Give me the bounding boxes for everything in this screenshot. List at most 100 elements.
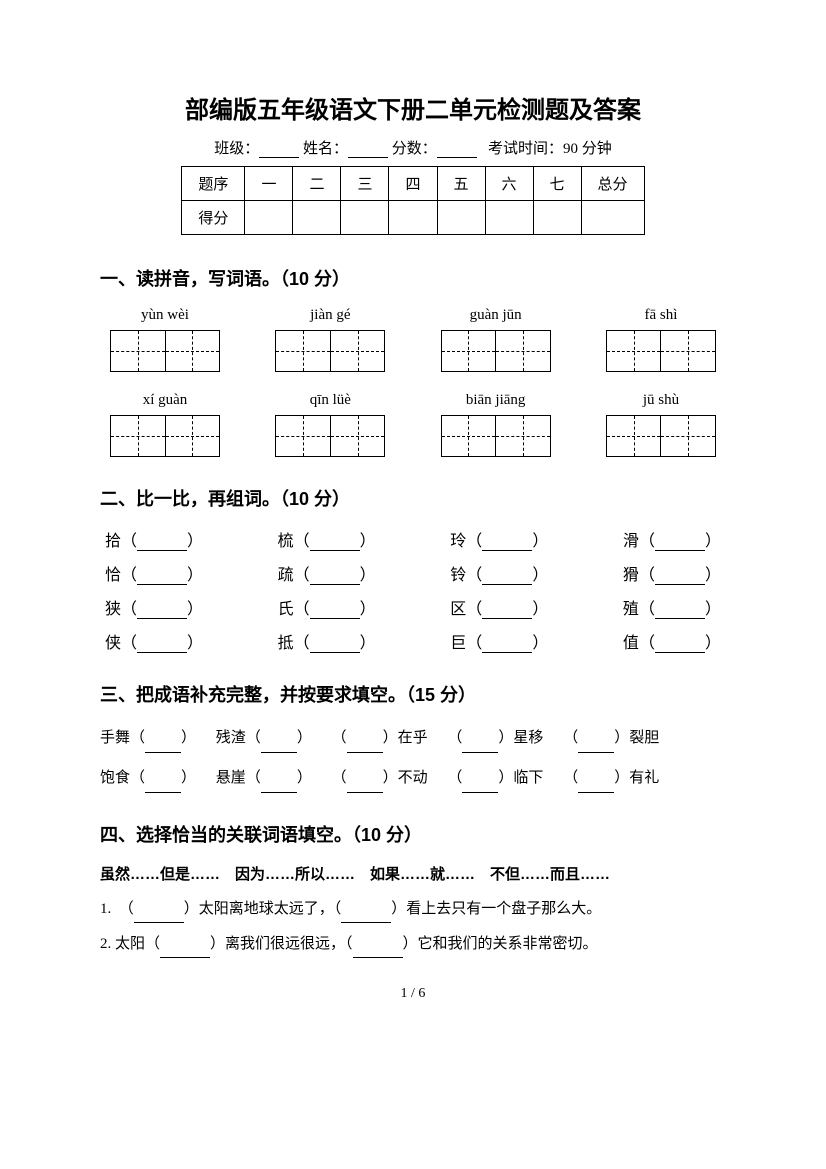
compare-blank[interactable]: [655, 550, 705, 551]
writing-box-row-2: [100, 415, 726, 457]
class-blank[interactable]: [259, 157, 299, 158]
conj-question-1: 1. （）太阳离地球太远了，（）看上去只有一个盘子那么大。: [100, 896, 726, 923]
score-cell[interactable]: [341, 201, 389, 235]
compare-item: 疏（）: [278, 561, 376, 585]
compare-blank[interactable]: [310, 618, 360, 619]
score-cell[interactable]: [389, 201, 437, 235]
pinyin-row-1: yùn wèi jiàn gé guàn jūn fā shì: [100, 307, 726, 324]
compare-item: 猾（）: [623, 561, 721, 585]
compare-blank[interactable]: [137, 652, 187, 653]
pinyin-label: jū shù: [606, 392, 716, 409]
idiom-blank[interactable]: [347, 752, 383, 753]
compare-blank[interactable]: [137, 618, 187, 619]
writing-box[interactable]: [606, 415, 716, 457]
score-table: 题序 一 二 三 四 五 六 七 总分 得分: [181, 166, 644, 235]
conj-blank[interactable]: [353, 957, 403, 958]
page-title: 部编版五年级语文下册二单元检测题及答案: [100, 90, 726, 125]
header-cell: 四: [389, 167, 437, 201]
section4-title: 四、选择恰当的关联词语填空。（10 分）: [100, 821, 726, 847]
header-cell: 五: [437, 167, 485, 201]
idiom-blank[interactable]: [145, 792, 181, 793]
score-cell[interactable]: [581, 201, 644, 235]
compare-item: 滑（）: [623, 527, 721, 551]
header-cell: 总分: [581, 167, 644, 201]
writing-box[interactable]: [110, 330, 220, 372]
score-cell[interactable]: [437, 201, 485, 235]
writing-box[interactable]: [441, 330, 551, 372]
compare-item: 梳（）: [278, 527, 376, 551]
writing-box[interactable]: [110, 415, 220, 457]
score-cell[interactable]: [245, 201, 293, 235]
compare-blank[interactable]: [482, 652, 532, 653]
score-blank[interactable]: [437, 157, 477, 158]
idiom-blank[interactable]: [145, 752, 181, 753]
compare-blank[interactable]: [310, 550, 360, 551]
compare-item: 狭（）: [105, 595, 203, 619]
idiom-blank[interactable]: [347, 792, 383, 793]
idiom-blank[interactable]: [261, 792, 297, 793]
time-label: 考试时间：90 分钟: [488, 141, 612, 157]
compare-item: 殖（）: [623, 595, 721, 619]
idiom-blank[interactable]: [578, 752, 614, 753]
score-header-row: 题序 一 二 三 四 五 六 七 总分: [182, 167, 644, 201]
conj-blank[interactable]: [341, 922, 391, 923]
name-blank[interactable]: [348, 157, 388, 158]
compare-item: 恰（）: [105, 561, 203, 585]
score-input-row: 得分: [182, 201, 644, 235]
writing-box[interactable]: [606, 330, 716, 372]
compare-item: 区（）: [450, 595, 548, 619]
writing-box-row-1: [100, 330, 726, 372]
idiom-blank[interactable]: [578, 792, 614, 793]
idiom-blank[interactable]: [462, 792, 498, 793]
conj-blank[interactable]: [134, 922, 184, 923]
idiom-line-1: 手舞（） 残渣（） （）在乎 （）星移 （）裂胆: [100, 723, 726, 753]
compare-blank[interactable]: [137, 584, 187, 585]
pinyin-label: fā shì: [606, 307, 716, 324]
section1-title: 一、读拼音，写词语。（10 分）: [100, 265, 726, 291]
idiom-blank[interactable]: [261, 752, 297, 753]
pinyin-label: xí guàn: [110, 392, 220, 409]
compare-blank[interactable]: [482, 618, 532, 619]
pinyin-label: biān jiāng: [441, 392, 551, 409]
header-cell: 七: [533, 167, 581, 201]
score-cell[interactable]: [293, 201, 341, 235]
score-cell[interactable]: [485, 201, 533, 235]
compare-blank[interactable]: [482, 584, 532, 585]
idiom-blank[interactable]: [462, 752, 498, 753]
compare-blank[interactable]: [655, 652, 705, 653]
conj-options: 虽然……但是…… 因为……所以…… 如果……就…… 不但……而且……: [100, 863, 726, 884]
score-cell[interactable]: [533, 201, 581, 235]
writing-box[interactable]: [275, 330, 385, 372]
compare-item: 巨（）: [450, 629, 548, 653]
compare-blank[interactable]: [482, 550, 532, 551]
compare-item: 铃（）: [450, 561, 548, 585]
compare-item: 值（）: [623, 629, 721, 653]
compare-col: 梳（） 疏（） 氏（） 抵（）: [278, 527, 376, 653]
compare-blank[interactable]: [655, 584, 705, 585]
compare-item: 氏（）: [278, 595, 376, 619]
info-line: 班级： 姓名： 分数： 考试时间：90 分钟: [100, 137, 726, 158]
name-label: 姓名：: [303, 141, 348, 157]
score-label: 分数：: [392, 141, 437, 157]
header-cell: 二: [293, 167, 341, 201]
pinyin-label: qīn lüè: [275, 392, 385, 409]
compare-item: 抵（）: [278, 629, 376, 653]
compare-blank[interactable]: [137, 550, 187, 551]
idiom-line-2: 饱食（） 悬崖（） （）不动 （）临下 （）有礼: [100, 763, 726, 793]
score-row-label: 得分: [182, 201, 245, 235]
compare-item: 拾（）: [105, 527, 203, 551]
pinyin-row-2: xí guàn qīn lüè biān jiāng jū shù: [100, 392, 726, 409]
header-cell: 题序: [182, 167, 245, 201]
header-cell: 一: [245, 167, 293, 201]
header-cell: 六: [485, 167, 533, 201]
compare-blank[interactable]: [310, 584, 360, 585]
pinyin-label: jiàn gé: [275, 307, 385, 324]
compare-col: 滑（） 猾（） 殖（） 值（）: [623, 527, 721, 653]
writing-box[interactable]: [275, 415, 385, 457]
pinyin-label: guàn jūn: [441, 307, 551, 324]
compare-blank[interactable]: [310, 652, 360, 653]
writing-box[interactable]: [441, 415, 551, 457]
compare-blank[interactable]: [655, 618, 705, 619]
compare-grid: 拾（） 恰（） 狭（） 侠（） 梳（） 疏（） 氏（） 抵（） 玲（） 铃（） …: [100, 527, 726, 653]
conj-blank[interactable]: [160, 957, 210, 958]
